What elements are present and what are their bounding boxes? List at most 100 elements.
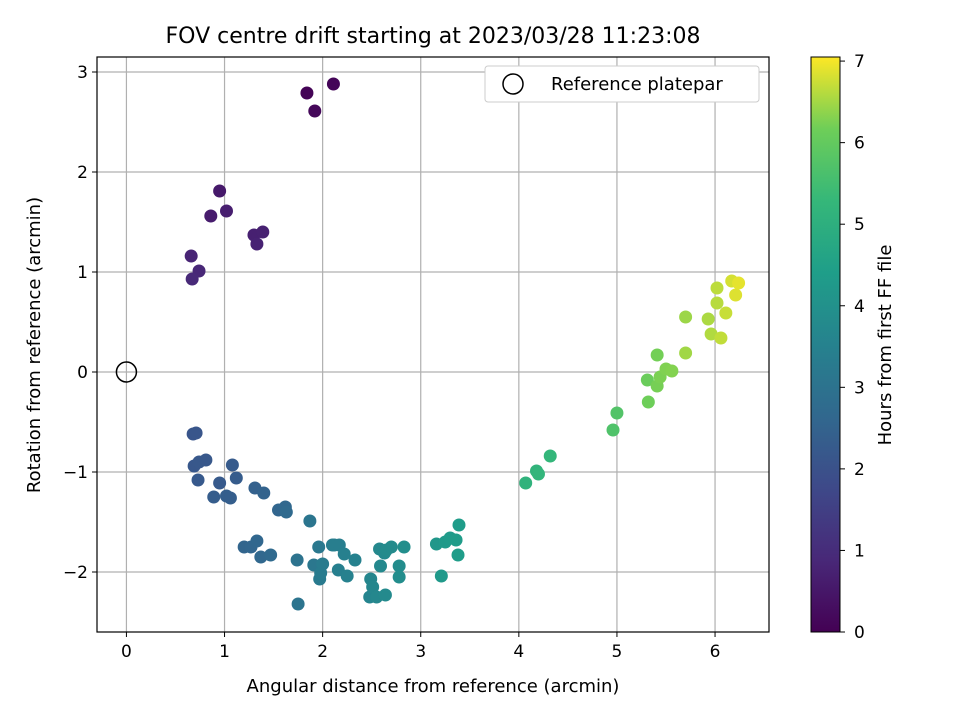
- y-tick-label: 0: [77, 363, 88, 383]
- data-point: [204, 209, 218, 223]
- data-point: [679, 346, 693, 360]
- reference-marker: [115, 361, 138, 383]
- data-point: [279, 505, 293, 519]
- y-axis-label: Rotation from reference (arcmin): [24, 197, 45, 493]
- data-point: [308, 104, 322, 118]
- data-point: [710, 281, 724, 295]
- x-tick-label: 6: [710, 642, 721, 662]
- data-point: [378, 588, 392, 602]
- data-point: [392, 570, 406, 584]
- data-point: [184, 249, 198, 263]
- data-point: [185, 272, 199, 286]
- data-point: [250, 237, 264, 251]
- reference-point: [115, 361, 138, 383]
- data-point: [189, 426, 203, 440]
- colorbar-gradient: [810, 56, 841, 633]
- y-tick-label: 2: [77, 163, 88, 183]
- data-point: [710, 296, 724, 310]
- y-tick-label: 3: [77, 63, 88, 83]
- data-point: [316, 557, 330, 571]
- y-tick-label: −1: [63, 463, 88, 483]
- data-point: [449, 533, 463, 547]
- data-point: [374, 559, 388, 573]
- colorbar-tick-label: 2: [854, 460, 865, 480]
- data-point: [250, 534, 264, 548]
- data-point: [451, 548, 465, 562]
- data-point: [213, 476, 227, 490]
- data-point: [257, 486, 271, 500]
- colorbar-tick-label: 6: [854, 134, 865, 154]
- data-point: [223, 491, 237, 505]
- data-point: [392, 559, 406, 573]
- x-tick-label: 2: [317, 642, 328, 662]
- x-tick-label: 5: [612, 642, 623, 662]
- data-point: [641, 395, 655, 409]
- colorbar-tick-label: 4: [854, 297, 865, 317]
- data-point: [610, 406, 624, 420]
- data-point: [300, 86, 314, 100]
- colorbar-tick-label: 0: [854, 623, 865, 643]
- x-tick-label: 0: [121, 642, 132, 662]
- data-point: [714, 331, 728, 345]
- chart-title: FOV centre drift starting at 2023/03/28 …: [166, 24, 701, 49]
- data-point: [434, 569, 448, 583]
- legend-reference-marker: [502, 73, 524, 95]
- data-point: [225, 458, 239, 472]
- data-point: [213, 184, 227, 198]
- colorbar-ticks: 0 1 2 3 4 5 6 7: [840, 52, 865, 643]
- data-point: [384, 540, 398, 554]
- x-tick-label: 1: [219, 642, 230, 662]
- data-point: [290, 553, 304, 567]
- data-point: [256, 225, 270, 239]
- y-tick-label: −2: [63, 563, 88, 583]
- y-tick-label: 1: [77, 263, 88, 283]
- colorbar-label: Hours from first FF file: [875, 245, 896, 446]
- data-point: [704, 327, 718, 341]
- data-point: [679, 310, 693, 324]
- data-point: [640, 373, 654, 387]
- colorbar: 0 1 2 3 4 5 6 7 Hours from first FF file: [810, 52, 896, 643]
- data-point: [452, 518, 466, 532]
- data-point: [264, 548, 278, 562]
- data-point: [219, 204, 233, 218]
- x-tick-label: 4: [513, 642, 524, 662]
- data-point: [650, 348, 664, 362]
- data-point: [348, 553, 362, 567]
- colorbar-tick-label: 7: [854, 52, 865, 72]
- data-point: [665, 364, 679, 378]
- data-point: [207, 490, 221, 504]
- data-point: [543, 449, 557, 463]
- data-point: [303, 514, 317, 528]
- legend-box: [484, 65, 760, 103]
- colorbar-tick-label: 1: [854, 541, 865, 561]
- data-point: [719, 306, 733, 320]
- data-point: [729, 288, 743, 302]
- x-axis-ticks: 0 1 2 3 4 5 6: [121, 632, 720, 662]
- data-point: [519, 476, 533, 490]
- data-point: [531, 467, 545, 481]
- colorbar-tick-label: 5: [854, 215, 865, 235]
- data-point: [701, 312, 715, 326]
- data-point: [254, 550, 268, 564]
- legend-label: Reference platepar: [551, 74, 723, 95]
- plot-frame: [96, 56, 770, 633]
- data-point: [326, 77, 340, 91]
- data-point: [291, 597, 305, 611]
- x-tick-label: 3: [415, 642, 426, 662]
- data-point: [397, 540, 411, 554]
- data-point: [312, 540, 326, 554]
- data-point: [606, 423, 620, 437]
- data-point: [199, 453, 213, 467]
- data-point: [229, 471, 243, 485]
- x-axis-label: Angular distance from reference (arcmin): [247, 676, 620, 697]
- scatter-points: [184, 77, 746, 611]
- data-point: [732, 276, 746, 290]
- data-point: [340, 569, 354, 583]
- data-point: [191, 473, 205, 487]
- data-point: [337, 547, 351, 561]
- legend: Reference platepar: [484, 65, 760, 103]
- y-axis-ticks: −2 −1 0 1 2 3: [63, 63, 97, 583]
- data-point: [366, 580, 380, 594]
- colorbar-tick-label: 3: [854, 378, 865, 398]
